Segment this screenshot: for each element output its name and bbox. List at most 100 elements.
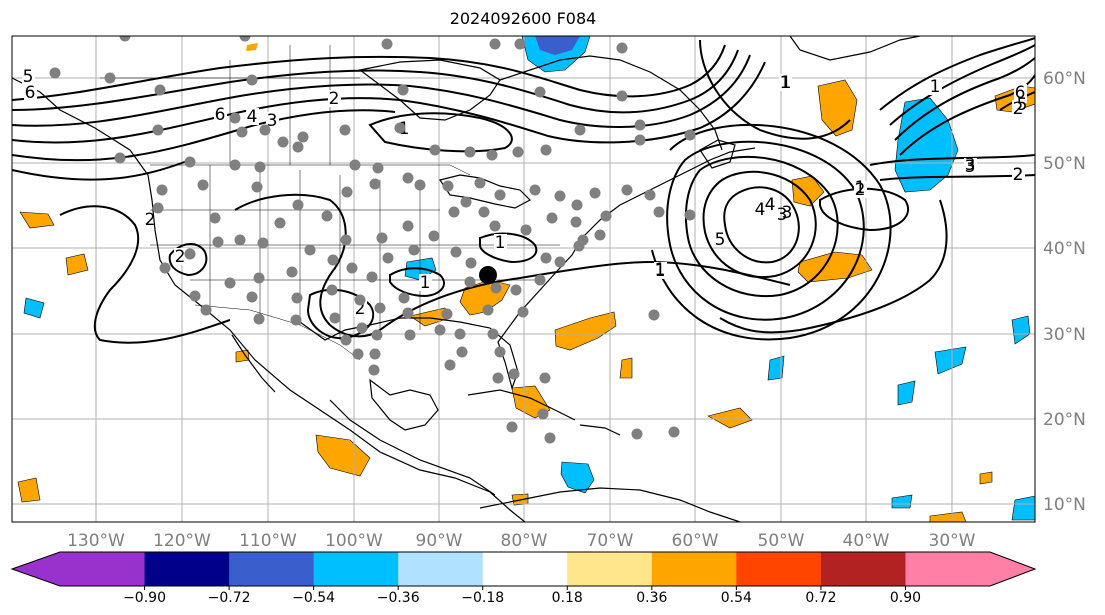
station-dot — [490, 282, 502, 294]
coast-baja — [231, 334, 276, 393]
contour-label-bg — [24, 84, 37, 101]
map-panel[interactable]: 56643211122211121326543143513221 — [12, 31, 1035, 523]
contour-label: 5 — [23, 67, 34, 87]
station-dot — [621, 184, 633, 196]
colorbar-outline — [10, 551, 1037, 587]
colorbar-tick-label: −0.90 — [123, 590, 166, 606]
station-dot — [539, 372, 551, 384]
positive-anomaly-atlantic-9 — [979, 471, 993, 485]
colorbar-tick-label: −0.54 — [292, 590, 335, 606]
station-dot — [200, 304, 212, 316]
contour-mid-4 — [168, 243, 208, 277]
contour-label-bg — [964, 158, 977, 175]
station-dot — [444, 359, 456, 371]
station-dot — [653, 206, 665, 218]
contour-label: 1 — [655, 260, 666, 280]
contour-label: 1 — [781, 73, 792, 93]
colorbar-segment — [144, 552, 230, 586]
station-dot — [341, 186, 353, 198]
station-dot — [537, 408, 549, 420]
station-dot — [492, 372, 504, 384]
positive-anomaly-atlantic-3 — [707, 407, 753, 429]
station-dot — [442, 180, 454, 192]
station-dot — [634, 134, 646, 146]
negative-anomaly-atlantic-2 — [897, 380, 916, 406]
contour-jet-1 — [12, 44, 726, 101]
station-dot — [368, 364, 380, 376]
station-dot — [372, 162, 384, 174]
contour-label-bg — [266, 112, 279, 129]
station-dot — [589, 187, 601, 199]
station-dot — [369, 348, 381, 360]
station-dot — [494, 189, 506, 201]
contour-label: 4 — [765, 195, 776, 215]
contour-label: 2 — [1013, 99, 1024, 119]
contour-low-2 — [702, 170, 817, 279]
colorbar-tick-label: 0.90 — [890, 590, 921, 606]
contour-label-bg — [854, 181, 867, 198]
contour-label: 3 — [782, 203, 793, 223]
station-dot — [404, 329, 416, 341]
negative-anomaly-atlantic-north — [894, 97, 959, 193]
station-dot — [428, 230, 440, 242]
station-dot — [434, 324, 446, 336]
station-dot — [510, 284, 522, 296]
positive-anomaly-pacific-3 — [17, 477, 41, 503]
station-dot — [394, 122, 406, 134]
station-dot — [506, 421, 518, 433]
station-dot — [229, 159, 241, 171]
station-dot — [329, 312, 341, 324]
lon-axis-labels: 130°W 120°W 110°W 100°W 90°W 80°W 70°W 60°W 50°W… — [67, 531, 976, 551]
contour-lines — [12, 37, 1035, 344]
contour-label-bg — [929, 78, 942, 95]
contour-low-3 — [684, 155, 839, 298]
station-dot — [534, 274, 546, 286]
lon-tick-label: 30°W — [929, 531, 976, 551]
contour-label: 1 — [420, 273, 431, 293]
coast-yucatan — [369, 378, 439, 431]
contour-label: 5 — [1017, 95, 1028, 115]
station-dot — [668, 426, 680, 438]
station-dot — [224, 277, 236, 289]
contour-jet-6 — [12, 159, 191, 181]
map-frame — [11, 35, 1036, 523]
station-dot — [382, 252, 394, 264]
station-dot — [356, 322, 368, 334]
contour-atl-6 — [889, 44, 1035, 126]
station-dot — [574, 124, 586, 136]
contour-mid-6 — [479, 232, 538, 264]
figure-title: 2024092600 F084 — [449, 9, 597, 28]
contour-label-layer: 56643211122211121326543143513221 — [22, 67, 1027, 319]
colorbar-tick-label: −0.18 — [461, 590, 504, 606]
negative-anomaly-atlantic-3 — [934, 346, 967, 375]
station-dot — [517, 306, 529, 318]
lat-tick-label: 30°N — [1043, 325, 1086, 345]
station-dot — [448, 206, 460, 218]
station-dot — [494, 346, 506, 358]
contour-coast-1 — [379, 260, 791, 331]
contour-atl-5 — [879, 37, 1035, 111]
station-dot — [684, 129, 696, 141]
coast-hispaniola — [579, 424, 621, 436]
contour-atl-10 — [719, 199, 948, 334]
station-dot — [346, 262, 358, 274]
station-dot — [429, 144, 441, 156]
station-dot — [297, 131, 309, 143]
station-dot — [292, 199, 304, 211]
negative-anomaly-caribbean — [560, 461, 595, 494]
station-dot — [648, 309, 660, 321]
station-dot — [339, 124, 351, 136]
contour-label: 2 — [329, 89, 340, 109]
colorbar-segment — [820, 552, 906, 586]
station-dot — [159, 262, 171, 274]
contour-label-bg — [174, 248, 187, 265]
coast-greenland — [789, 36, 921, 61]
contour-jet-3 — [12, 54, 751, 128]
colorbar-tick-label: 0.72 — [805, 590, 836, 606]
positive-anomaly-atlantic-1 — [554, 311, 617, 351]
lon-tick-label: 130°W — [67, 531, 125, 551]
contour-atl-7 — [894, 57, 1035, 141]
station-dot — [489, 38, 501, 50]
contour-label-bg — [1014, 84, 1027, 101]
